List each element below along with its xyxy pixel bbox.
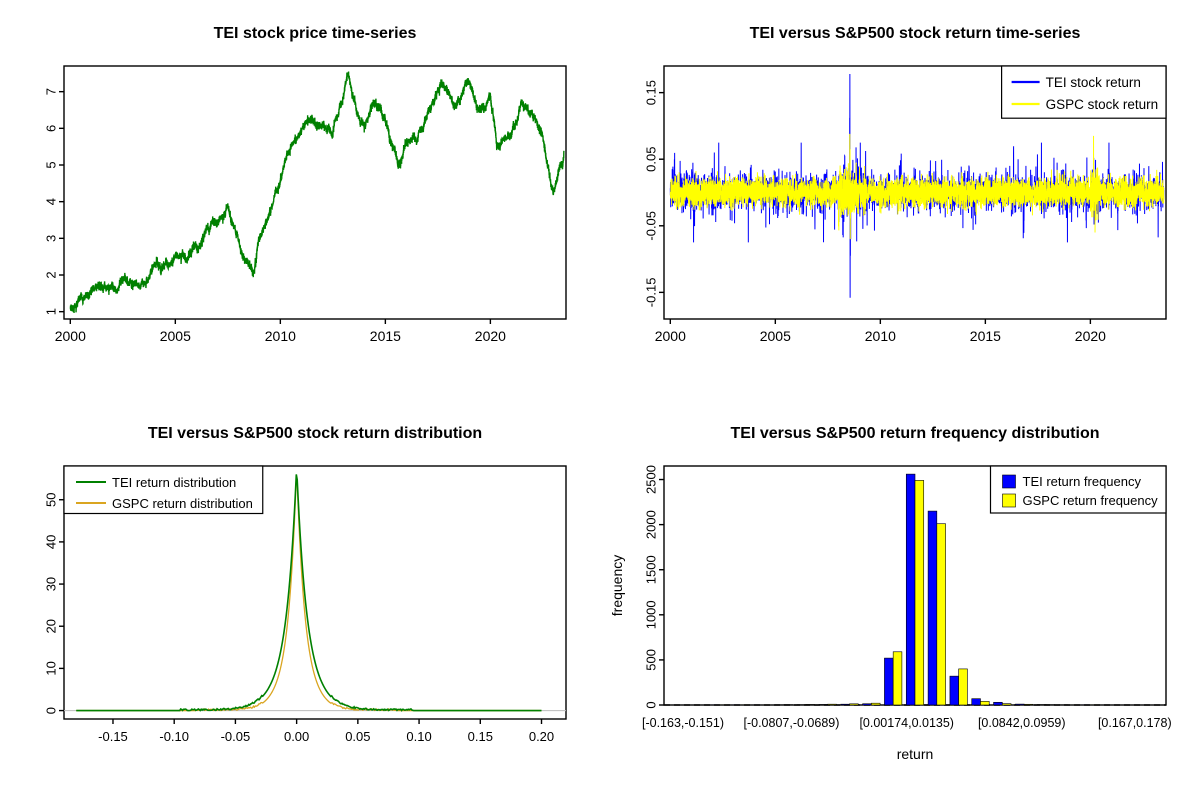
svg-text:GSPC stock return: GSPC stock return [1046,97,1159,112]
svg-text:-0.05: -0.05 [643,211,658,241]
svg-text:10: 10 [43,661,58,675]
svg-text:50: 50 [43,492,58,506]
svg-text:2005: 2005 [160,328,191,344]
svg-text:0: 0 [643,701,658,708]
svg-text:0.10: 0.10 [406,729,431,744]
svg-text:0.15: 0.15 [643,80,658,105]
svg-text:[-0.0807,-0.0689): [-0.0807,-0.0689) [744,716,840,730]
svg-text:2005: 2005 [760,328,791,344]
svg-text:2020: 2020 [1075,328,1106,344]
svg-text:0.15: 0.15 [468,729,493,744]
svg-text:return: return [897,746,934,762]
svg-text:-0.05: -0.05 [221,729,251,744]
svg-text:1000: 1000 [643,600,658,629]
svg-text:1500: 1500 [643,555,658,584]
svg-text:20: 20 [43,619,58,633]
svg-text:[0.167,0.178): [0.167,0.178) [1098,716,1172,730]
svg-text:GSPC return frequency: GSPC return frequency [1023,493,1159,508]
svg-text:TEI return frequency: TEI return frequency [1023,474,1142,489]
svg-text:-0.15: -0.15 [98,729,128,744]
svg-text:2000: 2000 [655,328,686,344]
svg-text:5: 5 [43,161,58,168]
svg-text:6: 6 [43,125,58,132]
svg-text:7: 7 [43,88,58,95]
svg-text:2000: 2000 [643,510,658,539]
svg-text:2010: 2010 [265,328,296,344]
svg-text:2: 2 [43,271,58,278]
svg-text:2020: 2020 [475,328,506,344]
svg-text:-0.15: -0.15 [643,278,658,308]
svg-text:4: 4 [43,198,58,205]
svg-text:TEI return distribution: TEI return distribution [112,475,236,490]
svg-text:30: 30 [43,577,58,591]
svg-text:500: 500 [643,649,658,671]
svg-text:GSPC return distribution: GSPC return distribution [112,496,253,511]
svg-text:TEI stock price time-series: TEI stock price time-series [214,25,417,42]
svg-text:0.05: 0.05 [643,147,658,172]
svg-text:2015: 2015 [970,328,1001,344]
svg-text:TEI versus S&P500 stock return: TEI versus S&P500 stock return distribut… [148,425,482,442]
svg-text:40: 40 [43,535,58,549]
svg-text:[0.00174,0.0135): [0.00174,0.0135) [859,716,954,730]
svg-text:0.05: 0.05 [345,729,370,744]
svg-text:0: 0 [43,707,58,714]
svg-text:0.20: 0.20 [529,729,554,744]
svg-text:2010: 2010 [865,328,896,344]
svg-text:TEI stock return: TEI stock return [1046,75,1141,90]
svg-text:TEI versus S&P500 stock return: TEI versus S&P500 stock return time-seri… [750,25,1081,42]
svg-text:2500: 2500 [643,465,658,494]
svg-text:2000: 2000 [55,328,86,344]
svg-text:frequency: frequency [609,555,625,616]
svg-text:0.00: 0.00 [284,729,309,744]
svg-text:TEI versus S&P500 return frequ: TEI versus S&P500 return frequency distr… [731,425,1100,442]
svg-text:1: 1 [43,308,58,315]
svg-text:2015: 2015 [370,328,401,344]
svg-text:[0.0842,0.0959): [0.0842,0.0959) [978,716,1066,730]
svg-text:3: 3 [43,235,58,242]
svg-text:-0.10: -0.10 [159,729,189,744]
svg-text:[-0.163,-0.151): [-0.163,-0.151) [642,716,724,730]
